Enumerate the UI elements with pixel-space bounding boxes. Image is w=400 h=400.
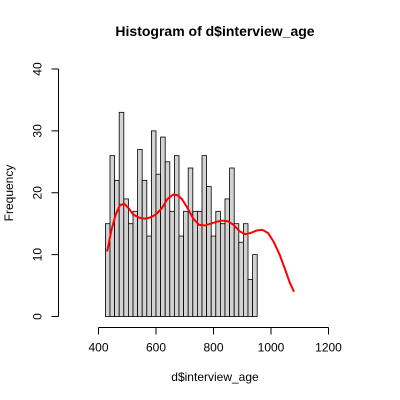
histogram-bar: [155, 173, 161, 317]
y-tick-label: 20: [31, 186, 45, 200]
histogram-bar: [132, 210, 138, 317]
histogram-bar: [224, 198, 230, 317]
histogram-bars: [105, 111, 258, 317]
x-tick-label: 600: [146, 341, 166, 355]
y-tick-label: 0: [31, 313, 45, 320]
histogram-bar: [187, 167, 194, 317]
y-tick-label: 40: [31, 62, 45, 76]
histogram-bar: [229, 167, 235, 317]
histogram-bar: [164, 161, 171, 317]
x-tick-label: 800: [203, 341, 223, 355]
histogram-bar: [141, 179, 148, 317]
histogram-bar: [118, 111, 125, 317]
density-curve: [106, 193, 295, 293]
x-axis-label: d$interview_age: [171, 370, 259, 384]
x-axis: 400 600 800 1000 1200: [88, 327, 342, 355]
histogram-bar: [252, 254, 258, 317]
y-tick-label: 30: [31, 124, 45, 138]
histogram-bar: [178, 235, 184, 317]
histogram-bar: [127, 223, 134, 317]
histogram-bar: [137, 149, 143, 317]
x-tick-label: 1200: [315, 341, 342, 355]
histogram-bar: [146, 235, 152, 317]
histogram-bar: [196, 210, 203, 317]
histogram-bar: [160, 136, 166, 317]
histogram-bar: [233, 223, 240, 317]
histogram-bar: [206, 186, 212, 317]
histogram-bar: [238, 241, 244, 317]
x-tick-label: 1000: [258, 341, 285, 355]
histogram-bar: [192, 210, 198, 317]
histogram-bar: [123, 198, 129, 317]
chart-title: Histogram of d$interview_age: [115, 23, 314, 39]
histogram-bar: [210, 235, 217, 317]
histogram-bar: [183, 210, 189, 317]
y-axis-label: Frequency: [2, 165, 16, 222]
histogram-bar: [215, 210, 221, 317]
histogram-bar: [247, 278, 253, 317]
histogram-bar: [219, 223, 226, 317]
y-axis: 0 10 20 30 40: [31, 62, 59, 320]
histogram-bar: [173, 155, 180, 317]
histogram-bar: [150, 130, 157, 317]
histogram-bar: [201, 155, 207, 317]
histogram-bar: [114, 179, 120, 317]
x-tick-label: 400: [88, 341, 108, 355]
histogram-bar: [169, 210, 175, 317]
histogram-bar: [242, 223, 249, 317]
y-tick-label: 10: [31, 248, 45, 262]
